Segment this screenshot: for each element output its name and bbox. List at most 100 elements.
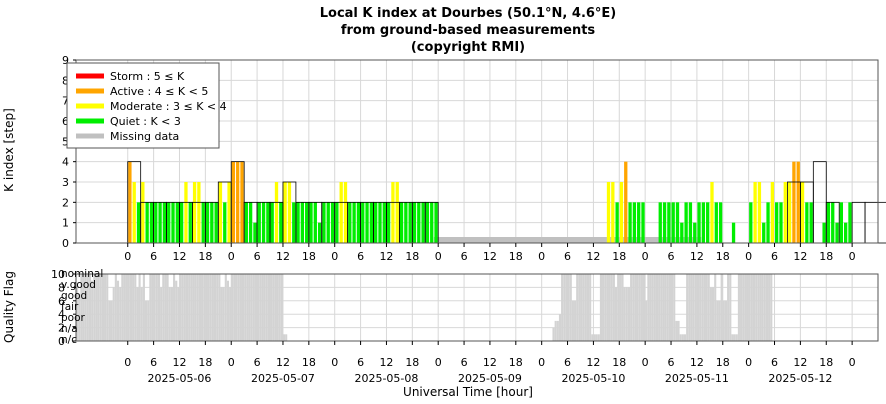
quality-bar (173, 274, 176, 341)
date-label: 2025-05-09 (458, 372, 522, 385)
k-hourly-bar (787, 182, 792, 243)
k-y-tick-label: 5 (62, 135, 69, 148)
q-x-tick-label: 0 (745, 356, 752, 369)
quality-category-label: nominal (61, 268, 103, 280)
k-x-tick-label: 0 (228, 250, 235, 263)
k-x-tick-label: 0 (849, 250, 856, 263)
quality-bar (80, 274, 83, 341)
quality-bar (696, 274, 700, 341)
quality-bar (213, 274, 217, 341)
quality-bar (763, 274, 766, 341)
k-hourly-bar (770, 182, 775, 243)
k-hourly-bar (352, 202, 356, 243)
quality-bar (683, 334, 687, 341)
quality-bar (647, 274, 650, 341)
quality-bar (201, 274, 204, 341)
quality-bar (259, 274, 262, 341)
date-label: 2025-05-06 (148, 372, 212, 385)
q-x-tick-label: 12 (586, 356, 600, 369)
quality-bar (112, 287, 115, 341)
quality-bar (765, 274, 769, 341)
quality-bar (731, 334, 734, 341)
quality-bar (699, 274, 702, 341)
quality-bar (119, 287, 122, 341)
quality-bar (606, 274, 609, 341)
k-hourly-bar (236, 161, 240, 243)
quality-bar (645, 300, 648, 341)
k-hourly-bar (831, 202, 835, 243)
quality-bar (164, 274, 167, 341)
quality-bar (190, 274, 193, 341)
k-hourly-bar (783, 182, 787, 243)
quality-bar (643, 274, 646, 341)
k-x-tick-label: 0 (331, 250, 338, 263)
k-y-tick-label: 2 (62, 196, 69, 209)
k-hourly-bar (693, 222, 697, 243)
quality-bar (233, 274, 236, 341)
k-hourly-bar (835, 222, 839, 243)
quality-bar (625, 287, 628, 341)
k-x-tick-label: 12 (586, 250, 600, 263)
k-hourly-bar (844, 222, 848, 243)
quality-bar (614, 287, 618, 341)
quality-bar (694, 274, 697, 341)
k-hourly-bar (300, 202, 305, 243)
quality-bar (116, 280, 120, 341)
q-x-tick-label: 6 (771, 356, 778, 369)
k-hourly-bar (675, 202, 680, 243)
quality-bar (257, 274, 260, 341)
k-x-tick-label: 18 (405, 250, 419, 263)
k-hourly-bar (313, 202, 317, 243)
k-y-tick-label: 0 (62, 237, 69, 250)
k-hourly-bar (201, 202, 205, 243)
q-x-tick-label: 18 (302, 356, 316, 369)
quality-bar (554, 320, 557, 341)
quality-bar (194, 274, 197, 341)
quality-bar (655, 274, 659, 341)
k-hourly-bar (714, 202, 718, 243)
quality-bar (735, 334, 738, 341)
quality-bar (147, 300, 150, 341)
quality-bar (246, 274, 249, 341)
quality-bar (248, 274, 251, 341)
quality-bar (677, 320, 680, 341)
k-hourly-bar (149, 202, 154, 243)
quality-bar (692, 274, 695, 341)
quality-bar (761, 274, 764, 341)
q-x-tick-label: 12 (172, 356, 186, 369)
quality-bar (142, 274, 145, 341)
k-x-tick-label: 12 (690, 250, 704, 263)
quality-bar (196, 274, 199, 341)
quality-bar (177, 287, 180, 341)
quality-bar (175, 280, 178, 341)
k-hourly-bar (421, 202, 425, 243)
quality-bar (282, 334, 286, 341)
quality-bar (91, 280, 94, 341)
q-x-tick-label: 6 (564, 356, 571, 369)
k-y-tick-label: 4 (62, 156, 69, 169)
k-hourly-bar (637, 202, 641, 243)
quality-bar (82, 274, 85, 341)
k-hourly-bar (179, 202, 184, 243)
q-y-tick-label: 0 (58, 335, 65, 348)
k-hourly-bar (167, 202, 171, 243)
q-x-tick-label: 0 (228, 356, 235, 369)
k-x-tick-label: 6 (461, 250, 468, 263)
k-hourly-bar (287, 182, 292, 243)
quality-category-label: n/c (61, 334, 77, 346)
k-hourly-bar (210, 202, 214, 243)
quality-bar (153, 274, 156, 341)
quality-bar (707, 274, 710, 341)
quality-bar (198, 274, 202, 341)
k-x-tick-label: 6 (150, 250, 157, 263)
k-hourly-bar (408, 202, 412, 243)
k-hourly-bar (395, 182, 399, 243)
q-x-tick-label: 18 (509, 356, 523, 369)
k-hourly-bar (154, 202, 158, 243)
quality-category-label: n/a (61, 323, 78, 335)
k-hourly-bar (779, 202, 783, 243)
quality-bar (755, 274, 758, 341)
k-x-tick-label: 18 (509, 250, 523, 263)
k-hourly-bar (839, 202, 844, 243)
quality-bar (740, 274, 743, 341)
